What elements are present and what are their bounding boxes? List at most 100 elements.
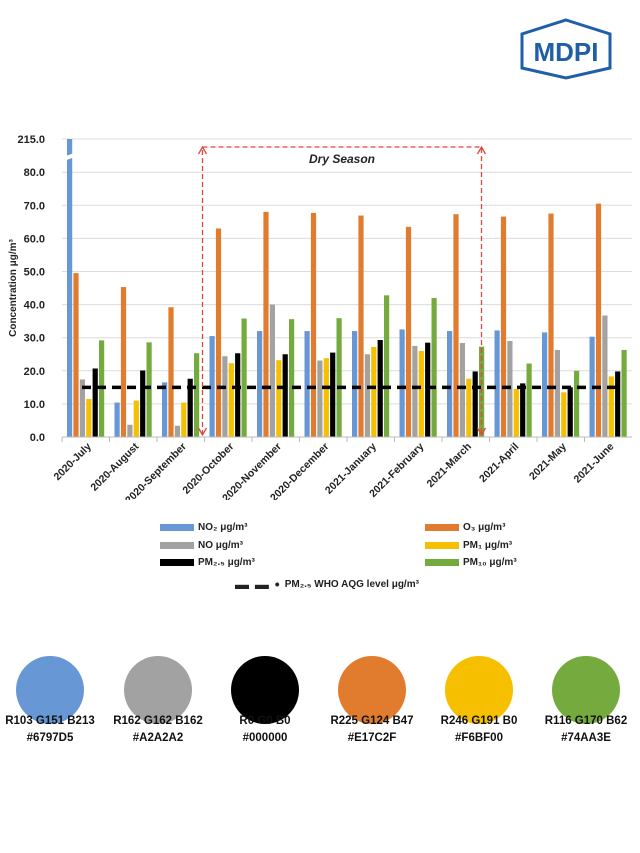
bar-0-6	[352, 331, 358, 437]
legend-swatch	[160, 542, 194, 549]
bar-2-11	[602, 315, 608, 437]
swatch-rgb: R116 G170 B62	[544, 715, 628, 727]
bar-3-11	[608, 376, 614, 437]
bar-4-9	[520, 383, 526, 437]
bar-4-4	[282, 354, 288, 437]
x-tick-label: 2021-May	[527, 441, 569, 483]
y-tick-label: 10.0	[24, 399, 45, 411]
bar-0-10	[542, 332, 548, 437]
bar-2-6	[364, 354, 370, 437]
x-tick-label: 2021-April	[477, 441, 521, 485]
legend-label: NO μg/m³	[198, 540, 244, 551]
swatch-circle	[16, 656, 84, 724]
y-tick-label: 30.0	[24, 333, 45, 345]
bar-0-8	[447, 331, 453, 437]
swatch-rgb: R225 G124 B47	[330, 715, 414, 727]
bar-5-4	[289, 319, 295, 437]
bar-3-4	[276, 360, 282, 437]
arrowhead	[197, 145, 208, 155]
bar-1-10	[548, 213, 554, 437]
bar-1-2	[168, 307, 174, 437]
bar-0-7	[399, 329, 405, 437]
bar-3-1	[133, 400, 139, 437]
bar-4-5	[330, 352, 336, 437]
legend-item-o3: O₃ μg/m³	[425, 522, 505, 533]
swatch-circle	[231, 656, 299, 724]
bar-3-10	[561, 392, 567, 437]
bar-2-8	[459, 342, 465, 437]
legend-label: PM₁₀ μg/m³	[463, 557, 517, 568]
bar-1-5	[310, 212, 317, 437]
legend-swatch	[425, 559, 459, 566]
swatch-label: R246 G191 B0 #F6BF00	[409, 713, 549, 747]
bar-5-7	[431, 297, 437, 437]
swatch-label: R103 G151 B213 #6797D5	[0, 713, 120, 747]
legend-swatch	[160, 559, 194, 566]
bar-0-1	[114, 402, 120, 437]
legend-label: PM₁ μg/m³	[463, 540, 513, 551]
legend-label: NO₂ μg/m³	[198, 522, 248, 533]
swatch-circle	[445, 656, 513, 724]
y-tick-label: 0.0	[30, 432, 45, 444]
y-tick-label: 50.0	[24, 267, 45, 279]
legend-item-pm10: PM₁₀ μg/m³	[425, 557, 517, 568]
bar-4-0	[92, 368, 98, 437]
bar-3-8	[466, 378, 472, 437]
bar-chart: 0.0 10.0 20.0 30.0 40.0 50.0 60.0 70.0 80.0 215.0…	[8, 134, 632, 500]
swatch-circle	[552, 656, 620, 724]
swatch-hex: #74AA3E	[561, 732, 611, 744]
swatch-label: R225 G124 B47 #E17C2F	[302, 713, 442, 747]
arrowhead	[476, 145, 487, 155]
bar-3-5	[323, 358, 329, 437]
bar-4-1	[140, 370, 146, 437]
bar-3-7	[418, 350, 424, 437]
x-tick-label: 2020-July	[52, 441, 94, 483]
bar-4-10	[567, 387, 573, 437]
bar-2-5	[317, 360, 323, 437]
bar-5-6	[384, 295, 390, 437]
bar-5-5	[336, 318, 342, 437]
bar-1-3	[215, 228, 222, 437]
swatch-hex: #000000	[242, 732, 288, 744]
bar-1-8	[453, 214, 459, 437]
bar-0-3	[209, 336, 215, 437]
bar-2-1	[127, 424, 133, 437]
bar-3-9	[513, 389, 519, 437]
bar-0-4	[257, 331, 263, 437]
bar-4-2	[187, 378, 193, 437]
bar-1-0	[73, 273, 79, 437]
bar-3-6	[371, 346, 377, 437]
legend-swatch	[425, 542, 459, 549]
bar-0-5	[304, 331, 310, 437]
swatch-hex: #E17C2F	[347, 732, 397, 744]
x-tick-label: 2020-August	[88, 440, 141, 493]
bar-4-7	[425, 342, 431, 437]
bar-0-9	[494, 330, 500, 437]
bar-1-11	[595, 203, 602, 437]
bar-2-0	[79, 379, 85, 437]
legend-item-pm1: PM₁ μg/m³	[425, 540, 512, 551]
legend-label: PM₂.₅ μg/m³	[198, 557, 255, 568]
y-tick-label: 80.0	[24, 167, 45, 179]
y-tick-label: 20.0	[24, 366, 45, 378]
legend-swatch	[160, 524, 194, 531]
bar-2-3	[222, 356, 228, 437]
bar-4-11	[615, 371, 621, 437]
bar-5-3	[241, 318, 247, 437]
legend-item-who: ▬ ▬ • PM₂.₅ WHO AQG level μg/m³	[235, 576, 419, 592]
mdpi-logo-text: MDPI	[534, 37, 599, 67]
bar-1-7	[405, 226, 412, 437]
swatch-circle	[124, 656, 192, 724]
swatch-hex: #6797D5	[26, 732, 74, 744]
bar-1-1	[120, 287, 127, 437]
x-tick-label: 2021-March	[425, 441, 474, 490]
bar-1-9	[500, 216, 507, 437]
legend-item-no2: NO₂ μg/m³	[160, 522, 247, 533]
y-break-label: 215.0	[17, 134, 45, 146]
swatch-hex: #A2A2A2	[132, 732, 184, 744]
swatch-label: R162 G162 B162 #A2A2A2	[88, 713, 228, 747]
bar-5-9	[526, 363, 532, 437]
bar-3-0	[86, 398, 92, 437]
swatch-rgb: R246 G191 B0	[440, 715, 518, 727]
bar-1-6	[358, 215, 364, 437]
